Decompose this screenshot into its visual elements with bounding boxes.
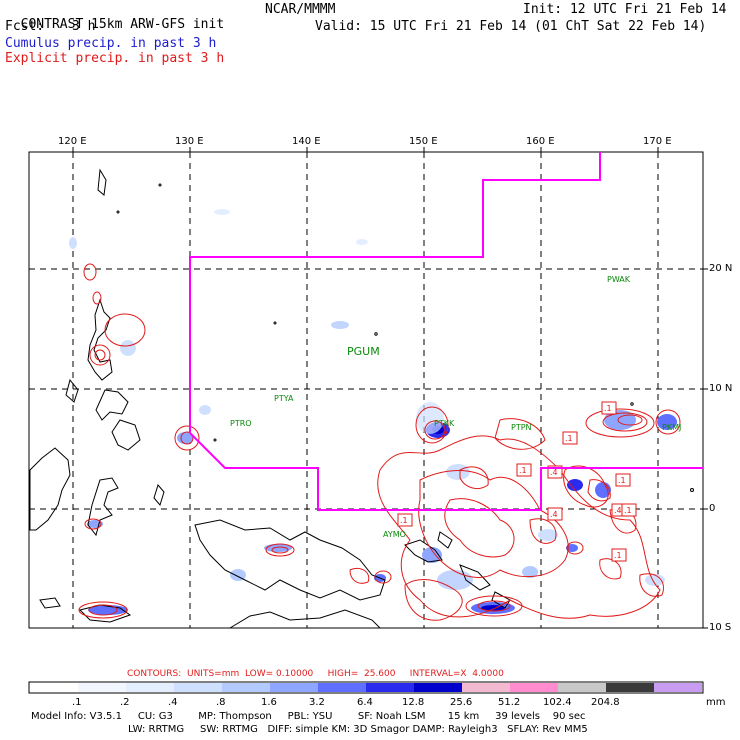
colorbar-swatch: [558, 683, 606, 692]
contour-label: .1: [400, 516, 408, 525]
model-info-line2: LW: RRTMG SW: RRTMG DIFF: simple KM: 3D …: [128, 724, 588, 735]
colorbar: [28, 681, 704, 694]
colorbar-swatch: [366, 683, 414, 692]
colorbar-tick-label: 1.6: [261, 697, 277, 708]
colorbar-swatch: [414, 683, 462, 692]
init-time: Init: 12 UTC Fri 21 Feb 14: [523, 2, 727, 17]
colorbar-unit: mm: [706, 697, 726, 708]
station-label: PTKK: [434, 419, 455, 428]
colorbar-swatch: [318, 683, 366, 692]
colorbar-swatch: [174, 683, 222, 692]
explicit-precip-contours: [78, 263, 681, 621]
station-label: PTPN: [511, 423, 532, 432]
colorbar-tick-label: .2: [120, 697, 130, 708]
colorbar-tick-label: 3.2: [309, 697, 325, 708]
map-frame: [28, 151, 704, 629]
forecast-value: 3 h: [72, 19, 96, 34]
contour-label: .4: [550, 510, 558, 519]
domain-boundary: [189, 152, 703, 511]
contour-label: .4: [550, 468, 558, 477]
contour-label: .1: [618, 476, 626, 485]
colorbar-swatch: [222, 683, 270, 692]
colorbar-tick-label: 51.2: [498, 697, 521, 708]
coastlines: [29, 168, 694, 629]
lat-label: 0: [709, 503, 716, 514]
contour-label: .1: [624, 506, 632, 515]
colorbar-swatch: [78, 683, 126, 692]
station-label: PTYA: [274, 394, 294, 403]
station-label: PTRO: [230, 419, 252, 428]
lon-label: 170 E: [643, 136, 672, 147]
contour-info: CONTOURS: UNITS=mm LOW= 0.10000 HIGH= 25…: [127, 669, 504, 679]
valid-time: Valid: 15 UTC Fri 21 Feb 14 (01 ChT Sat …: [315, 19, 707, 34]
colorbar-tick-label: 6.4: [357, 697, 373, 708]
colorbar-tick-label: .8: [216, 697, 226, 708]
colorbar-tick-label: 12.8: [402, 697, 425, 708]
colorbar-tick-label: .4: [168, 697, 178, 708]
lon-label: 120 E: [58, 136, 87, 147]
colorbar-tick-label: 102.4: [543, 697, 572, 708]
cumulus-precip-label: Cumulus precip. in past 3 h: [5, 36, 217, 51]
contour-label-texts: .1 .1 .1 .4 .1 .4 .4 .1 .1 .1: [400, 404, 632, 560]
lat-lon-grid: [29, 152, 703, 628]
lon-label: 140 E: [292, 136, 321, 147]
lat-label: 10 S: [709, 622, 732, 633]
colorbar-tick-label: 204.8: [591, 697, 620, 708]
contour-label: .1: [565, 434, 573, 443]
colorbar-swatch: [126, 683, 174, 692]
colorbar-swatch: [606, 683, 654, 692]
lon-label: 150 E: [409, 136, 438, 147]
model-title: CONTRAST 15km ARW-GFS init: [20, 17, 225, 32]
colorbar-swatch: [30, 683, 78, 692]
contour-label: .1: [614, 551, 622, 560]
forecast-label: Fcst:: [5, 19, 45, 34]
lat-label: 20 N: [709, 263, 733, 274]
station-label: PWAK: [607, 275, 631, 284]
colorbar-tick-label: .1: [72, 697, 82, 708]
station-label: AYMO: [383, 530, 406, 539]
colorbar-swatch: [654, 683, 702, 692]
lon-label: 160 E: [526, 136, 555, 147]
station-label: PGUM: [347, 345, 380, 358]
colorbar-swatch: [270, 683, 318, 692]
colorbar-swatch: [510, 683, 558, 692]
contour-label: .1: [519, 466, 527, 475]
model-info-line1: Model Info: V3.5.1 CU: G3 MP: Thompson P…: [31, 711, 586, 722]
station-labels: PWAK PGUM PTYA PTRO PTKK PTPN PKMJ AYMO: [230, 275, 681, 539]
axis-ticks: [72, 147, 708, 629]
organization: NCAR/MMMM: [265, 2, 336, 17]
lat-label: 10 N: [709, 383, 733, 394]
colorbar-swatch: [462, 683, 510, 692]
explicit-precip-label: Explicit precip. in past 3 h: [5, 51, 225, 66]
contour-label: .1: [604, 404, 612, 413]
contour-label: .4: [614, 506, 622, 515]
contour-label-boxes: [397, 401, 637, 562]
colorbar-tick-label: 25.6: [450, 697, 473, 708]
lon-label: 130 E: [175, 136, 204, 147]
station-label: PKMJ: [662, 423, 681, 432]
